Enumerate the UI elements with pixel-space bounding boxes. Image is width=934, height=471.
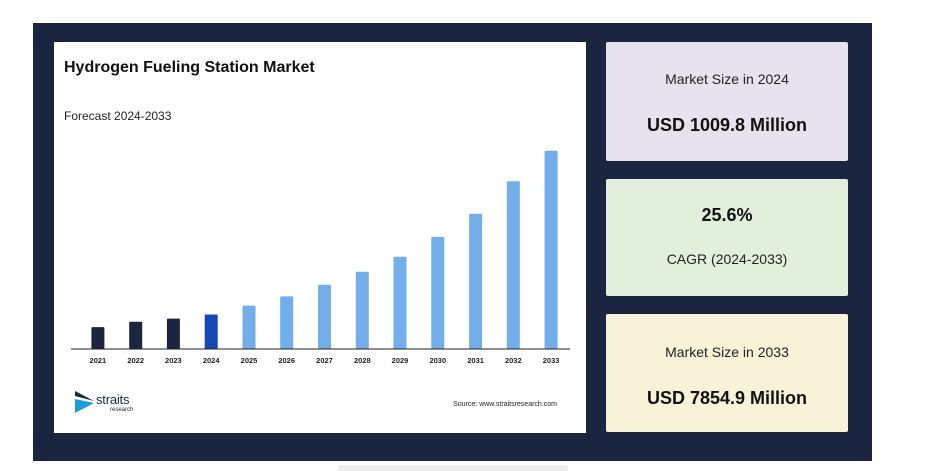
bar-2022 — [129, 321, 143, 349]
x-tick-label-2027: 2027 — [316, 356, 333, 365]
bar-chart: 2021 2022 2023 2024 2025 2026 2027 2028 2029 2030… — [71, 150, 570, 365]
chart-subtitle: Forecast 2024-2033 — [64, 109, 172, 123]
market-size-2024-card: Market Size in 2024 USD 1009.8 Million — [606, 42, 848, 161]
logo-wordmark: straits — [96, 392, 130, 407]
market-size-2024-label: Market Size in 2024 — [665, 71, 789, 87]
bar-2031 — [469, 213, 483, 349]
x-tick-label-2033: 2033 — [543, 356, 560, 365]
chart-title: Hydrogen Fueling Station Market — [64, 59, 315, 76]
bar-2026 — [280, 296, 294, 349]
bar-2029 — [393, 256, 407, 350]
x-tick-label-2021: 2021 — [90, 356, 107, 365]
x-tick-label-2028: 2028 — [354, 356, 371, 365]
logo-subtext: research — [110, 407, 134, 413]
x-tick-label-2032: 2032 — [505, 356, 522, 365]
source-note: Source: www.straitsresearch.com — [453, 401, 557, 408]
cagr-value: 25.6% — [701, 205, 753, 225]
x-tick-label-2030: 2030 — [429, 356, 446, 365]
bar-2025 — [242, 305, 256, 349]
market-size-2033-label: Market Size in 2033 — [665, 344, 789, 360]
x-tick-label-2022: 2022 — [127, 356, 144, 365]
straits-logo-icon — [75, 391, 94, 413]
bar-2032 — [506, 181, 520, 349]
page-scroll-hint — [338, 465, 568, 471]
x-tick-label-2023: 2023 — [165, 356, 182, 365]
bar-2023 — [166, 318, 180, 349]
bar-2028 — [355, 271, 369, 349]
cagr-card: 25.6% CAGR (2024-2033) — [606, 179, 848, 296]
market-size-2024-value: USD 1009.8 Million — [646, 115, 808, 135]
x-tick-label-2031: 2031 — [467, 356, 484, 365]
chart-panel: Hydrogen Fueling Station Market Forecast… — [54, 42, 586, 433]
bar-2033 — [544, 150, 558, 349]
market-size-2033-value: USD 7854.9 Million — [646, 388, 808, 408]
straits-logo: straits research — [74, 389, 154, 419]
cagr-label: CAGR (2024-2033) — [666, 251, 788, 267]
x-tick-label-2029: 2029 — [392, 356, 409, 365]
bar-2027 — [318, 284, 331, 349]
x-tick-label-2024: 2024 — [203, 356, 221, 365]
x-tick-label-2026: 2026 — [278, 356, 295, 365]
x-tick-label-2025: 2025 — [241, 356, 258, 365]
bar-2024 — [204, 314, 218, 349]
bar-2030 — [431, 236, 445, 349]
market-size-2033-card: Market Size in 2033 USD 7854.9 Million — [606, 314, 848, 432]
bar-2021 — [91, 327, 105, 349]
